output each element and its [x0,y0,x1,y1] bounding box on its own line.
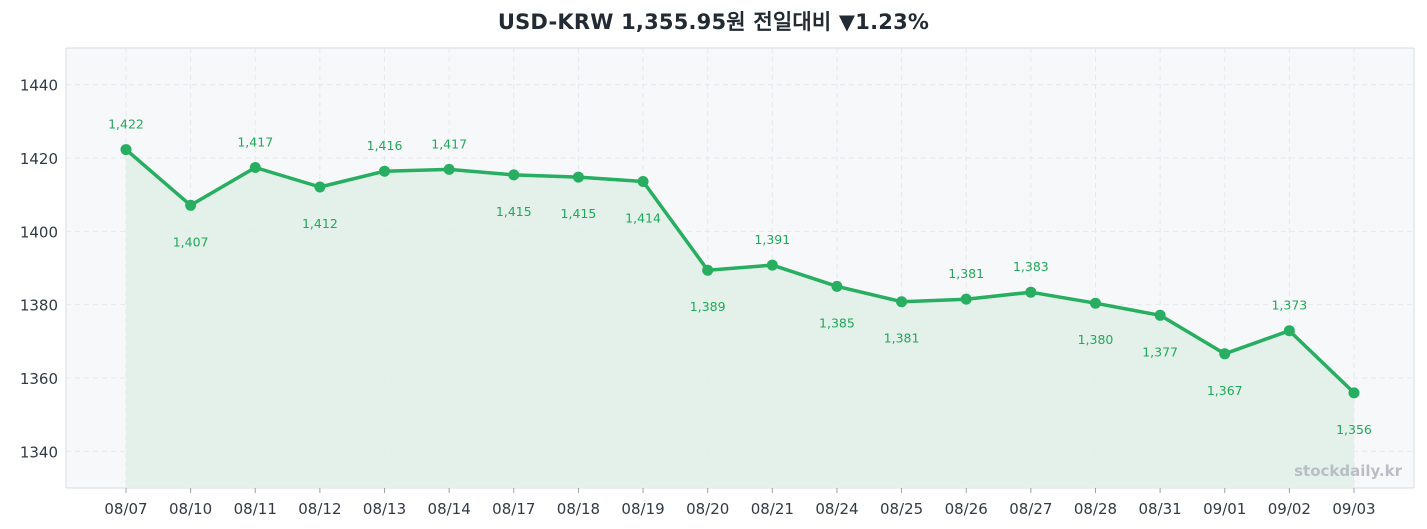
data-label-08/21: 1,391 [754,232,790,247]
data-label-08/14: 1,417 [431,136,467,151]
data-point-08/26 [960,293,972,305]
data-label-08/31: 1,377 [1142,344,1178,359]
data-point-09/03 [1348,387,1360,399]
y-tick-label-1380: 1380 [20,297,58,315]
x-tick-label-08/07: 08/07 [104,500,147,518]
data-point-08/14 [443,163,455,175]
data-point-08/19 [637,175,649,187]
x-tick-label-09/02: 09/02 [1268,500,1311,518]
data-point-08/11 [249,162,261,174]
data-point-08/18 [572,171,584,183]
x-tick-label-08/25: 08/25 [880,500,923,518]
x-tick-label-08/21: 08/21 [751,500,794,518]
y-tick-label-1420: 1420 [20,150,58,168]
x-tick-label-08/18: 08/18 [557,500,600,518]
watermark: stockdaily.kr [1294,462,1402,480]
data-point-08/07 [120,144,132,156]
data-label-08/26: 1,381 [948,266,984,281]
data-point-08/13 [379,165,391,177]
data-label-08/18: 1,415 [561,206,597,221]
x-tick-label-08/26: 08/26 [945,500,988,518]
data-point-09/01 [1219,348,1231,360]
y-axis-ticks: 1340 1360 1380 1400 1420 1440 [20,77,58,462]
x-tick-label-09/01: 09/01 [1203,500,1246,518]
data-label-08/07: 1,422 [108,117,144,132]
x-tick-label-08/28: 08/28 [1074,500,1117,518]
x-tick-label-08/27: 08/27 [1009,500,1052,518]
data-point-09/02 [1283,325,1295,337]
data-label-08/19: 1,414 [625,210,661,225]
data-label-08/17: 1,415 [496,204,532,219]
data-point-08/17 [508,169,520,181]
x-axis-ticks: 08/07 08/10 08/11 08/12 08/13 08/14 08/17 08/18… [104,488,1376,518]
data-label-08/25: 1,381 [884,331,920,346]
data-label-08/11: 1,417 [237,135,273,150]
data-label-08/20: 1,389 [690,299,726,314]
data-label-08/28: 1,380 [1078,332,1114,347]
data-point-08/28 [1089,297,1101,309]
data-point-08/25 [896,296,908,308]
area-fill [126,149,1354,488]
data-point-08/10 [185,199,197,211]
x-tick-label-08/14: 08/14 [428,500,471,518]
x-tick-label-08/20: 08/20 [686,500,729,518]
data-label-09/02: 1,373 [1271,298,1307,313]
data-point-08/27 [1025,286,1037,298]
data-label-08/12: 1,412 [302,216,338,231]
data-label-09/01: 1,367 [1207,383,1243,398]
data-point-08/31 [1154,309,1166,321]
x-tick-label-08/12: 08/12 [298,500,341,518]
x-tick-label-08/10: 08/10 [169,500,212,518]
y-tick-label-1360: 1360 [20,370,58,388]
x-tick-label-08/13: 08/13 [363,500,406,518]
x-tick-label-08/19: 08/19 [621,500,664,518]
data-label-09/03: 1,356 [1336,422,1372,437]
chart-title: USD-KRW 1,355.95원 전일대비 ▼1.23% [497,10,930,34]
data-point-08/20 [702,264,714,276]
x-tick-label-09/03: 09/03 [1332,500,1375,518]
data-labels: 1,422 1,407 1,417 1,412 1,416 1,417 1,415 1,415… [108,117,1372,437]
y-tick-label-1400: 1400 [20,223,58,241]
data-label-08/13: 1,416 [367,138,403,153]
y-tick-label-1440: 1440 [20,77,58,95]
x-tick-label-08/31: 08/31 [1138,500,1181,518]
series-line [124,147,1356,395]
data-label-08/27: 1,383 [1013,259,1049,274]
data-point-08/21 [766,259,778,271]
data-points [120,144,1360,399]
data-label-08/24: 1,385 [819,315,855,330]
data-point-08/24 [831,280,843,292]
data-label-08/10: 1,407 [173,234,209,249]
x-tick-label-08/17: 08/17 [492,500,535,518]
data-point-08/12 [314,181,326,193]
x-tick-label-08/11: 08/11 [234,500,277,518]
y-tick-label-1340: 1340 [20,443,58,461]
x-tick-label-08/24: 08/24 [815,500,858,518]
